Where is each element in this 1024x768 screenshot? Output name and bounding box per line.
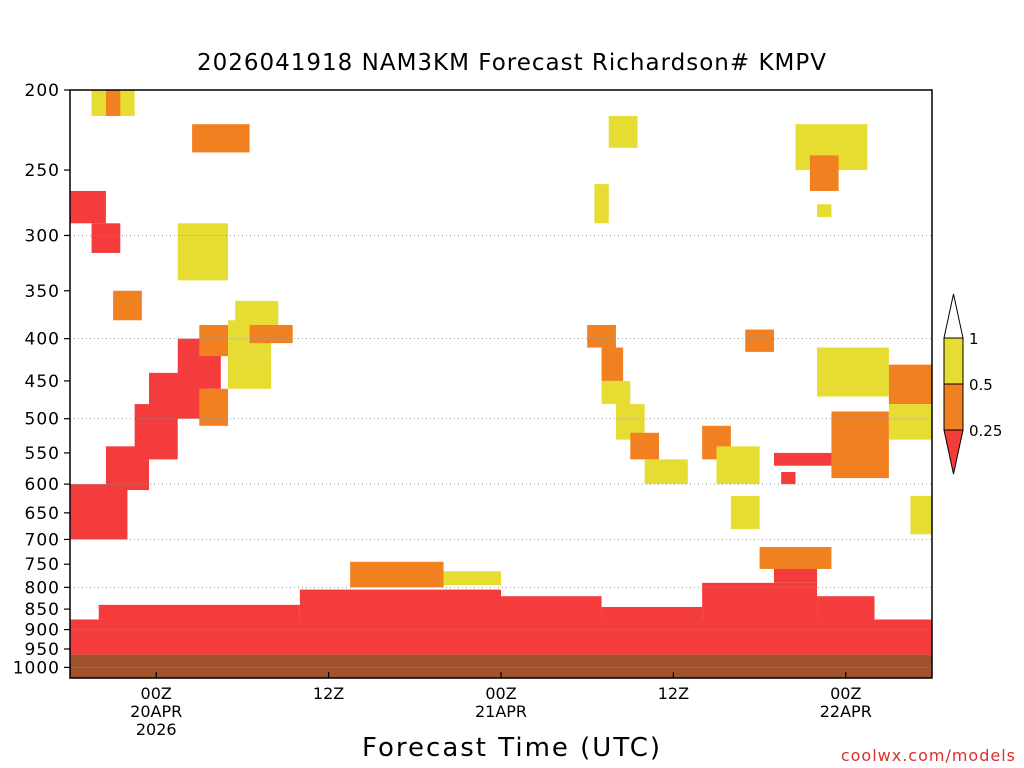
y-tick-label: 400	[25, 330, 60, 350]
y-tick-label: 950	[25, 640, 60, 660]
heatmap-cell	[888, 404, 932, 440]
heatmap-cell	[888, 364, 932, 405]
colorbar-arrow-top	[943, 293, 964, 339]
heatmap-cell	[594, 184, 609, 224]
heatmap-cell	[587, 324, 616, 348]
y-tick-label: 1000	[13, 658, 60, 678]
heatmap-cells	[70, 90, 932, 678]
y-tick-label: 850	[25, 600, 60, 620]
y-axis: 200 250 300 350 400 450 500 550 600 650 700 750 8008…	[13, 81, 70, 678]
heatmap-cell	[601, 606, 703, 620]
site-credit: coolwx.com/models	[840, 746, 1016, 765]
heatmap-cell	[601, 347, 624, 381]
heatmap-cell	[759, 547, 832, 569]
colorbar-segment	[943, 383, 964, 431]
heatmap-cell	[113, 290, 142, 321]
x-axis-label: Forecast Time (UTC)	[361, 733, 662, 763]
x-tick-label: 12Z	[658, 684, 689, 703]
heatmap-cell	[249, 324, 293, 344]
y-tick-label: 450	[25, 372, 60, 392]
heatmap-cell	[601, 380, 631, 405]
heatmap-cell	[299, 589, 501, 620]
heatmap-cell	[702, 582, 818, 620]
heatmap-cell	[98, 604, 300, 620]
y-tick-label: 250	[25, 161, 60, 181]
ground-band	[70, 654, 932, 678]
y-tick-label: 800	[25, 578, 60, 598]
y-tick-label: 200	[25, 81, 60, 101]
heatmap-cell	[817, 347, 889, 397]
heatmap-cell	[105, 90, 121, 116]
colorbar-segment	[943, 337, 964, 385]
heatmap-cell	[350, 561, 444, 588]
heatmap-cell	[70, 619, 932, 655]
heatmap-cell	[773, 452, 832, 466]
heatmap-cell	[235, 300, 279, 325]
heatmap-cell	[177, 223, 229, 281]
x-tick-label: 22APR	[820, 702, 872, 721]
chart-title: 2026041918 NAM3KM Forecast Richardson# K…	[196, 50, 828, 76]
x-tick-label: 21APR	[475, 702, 527, 721]
y-tick-label: 300	[25, 226, 60, 246]
heatmap-cell	[910, 495, 932, 535]
heatmap-cell	[501, 596, 602, 620]
heatmap-cell	[716, 446, 760, 485]
x-tick-label: 12Z	[313, 684, 344, 703]
heatmap-cell	[199, 388, 229, 426]
colorbar: 1 0.5 0.25	[943, 293, 1002, 475]
y-tick-label: 500	[25, 410, 60, 430]
heatmap-cell	[199, 324, 229, 357]
x-tick-label: 00Z	[141, 684, 172, 703]
heatmap-cell	[443, 571, 501, 586]
heatmap-cell	[730, 495, 760, 530]
y-tick-label: 750	[25, 555, 60, 575]
heatmap-cell	[745, 329, 774, 352]
colorbar-arrow-bottom	[943, 429, 964, 475]
heatmap-cell	[644, 459, 688, 485]
y-tick-label: 700	[25, 530, 60, 550]
y-tick-label: 350	[25, 282, 60, 302]
heatmap-cell	[70, 484, 128, 540]
x-tick-label: 20APR	[130, 702, 182, 721]
x-tick-label: 00Z	[830, 684, 861, 703]
y-tick-label: 550	[25, 444, 60, 464]
heatmap-cell	[630, 432, 660, 460]
heatmap-cell	[192, 124, 250, 153]
heatmap-cell	[809, 155, 839, 191]
y-tick-label: 650	[25, 504, 60, 524]
heatmap-cell	[781, 471, 796, 485]
heatmap-cell	[608, 115, 638, 148]
x-tick-label: 00Z	[485, 684, 516, 703]
x-tick-label: 2026	[136, 720, 177, 739]
heatmap-cell	[228, 356, 272, 389]
y-tick-label: 900	[25, 621, 60, 641]
colorbar-label: 0.5	[969, 376, 993, 394]
colorbar-label: 0.25	[969, 422, 1002, 440]
y-tick-label: 600	[25, 475, 60, 495]
heatmap-cell	[817, 204, 832, 218]
heatmap-cell	[91, 223, 121, 253]
heatmap-cell	[70, 190, 106, 224]
heatmap-cell	[817, 596, 875, 620]
colorbar-label: 1	[969, 330, 979, 348]
heatmap-cell	[831, 411, 889, 479]
